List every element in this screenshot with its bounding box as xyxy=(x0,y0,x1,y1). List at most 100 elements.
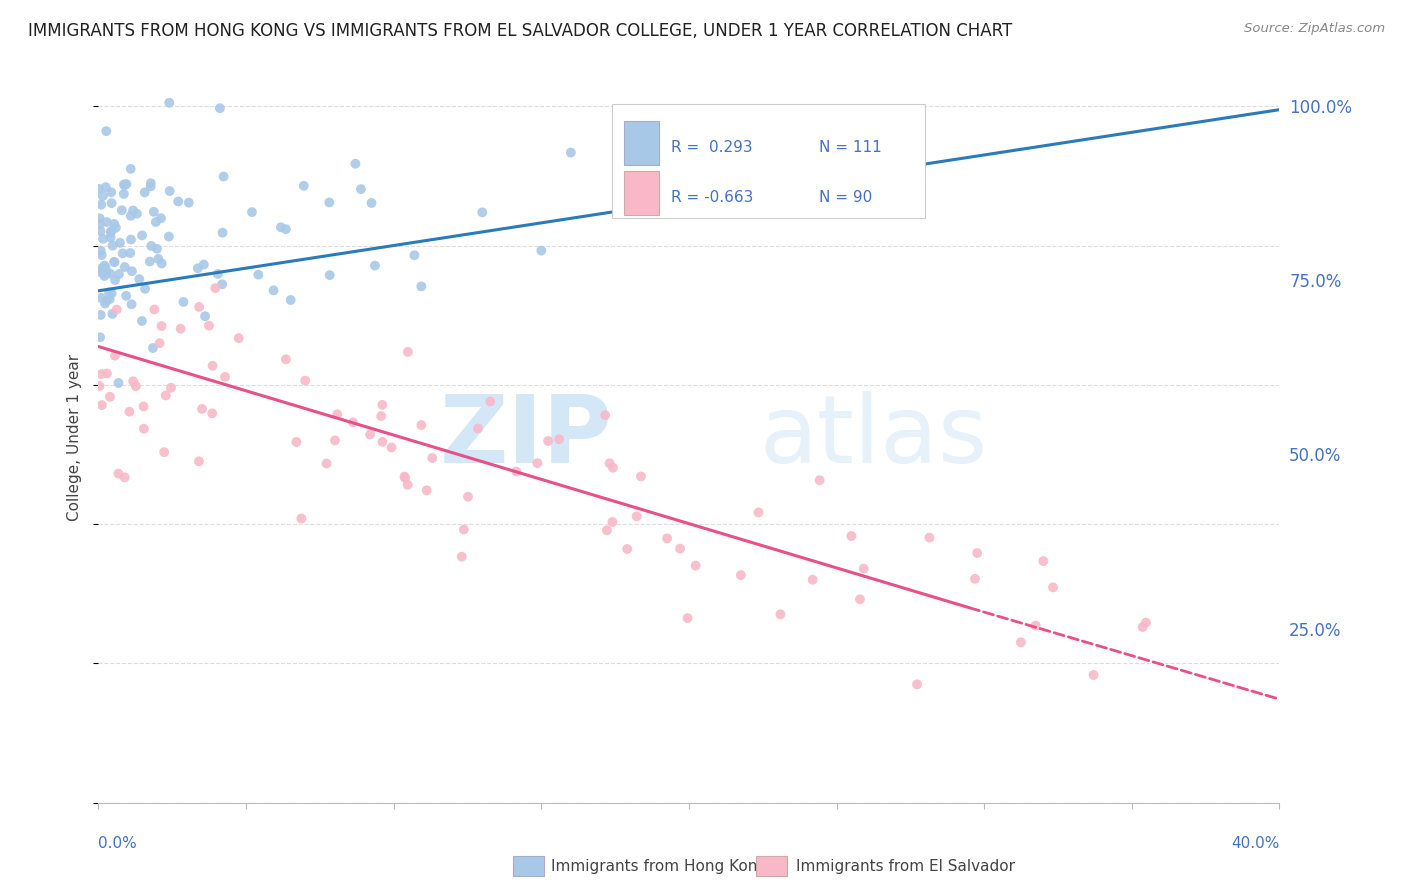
Point xyxy=(134,282,156,296)
Point xyxy=(240,205,263,219)
Point xyxy=(89,182,111,196)
Point xyxy=(852,561,875,575)
Point xyxy=(104,273,127,287)
Point xyxy=(211,277,233,292)
Point xyxy=(114,260,136,274)
Point xyxy=(396,345,419,359)
Point xyxy=(669,541,692,556)
Point xyxy=(111,203,134,218)
Point xyxy=(453,523,475,537)
Point xyxy=(141,239,163,253)
Point xyxy=(90,224,112,238)
Point xyxy=(120,209,142,223)
Point xyxy=(364,259,387,273)
FancyBboxPatch shape xyxy=(624,171,659,215)
Point xyxy=(450,549,472,564)
Point xyxy=(530,244,553,258)
Point xyxy=(849,592,872,607)
Point xyxy=(94,180,117,194)
Point xyxy=(526,456,548,470)
Point xyxy=(326,407,349,421)
Point xyxy=(89,379,111,393)
Point xyxy=(207,267,229,281)
Point xyxy=(139,176,162,190)
Point xyxy=(394,469,416,483)
Point xyxy=(150,256,173,270)
Point xyxy=(96,124,118,138)
Point xyxy=(104,349,127,363)
Point xyxy=(323,434,346,448)
Point xyxy=(103,255,125,269)
Point xyxy=(294,374,316,388)
FancyBboxPatch shape xyxy=(624,121,659,165)
Point xyxy=(479,394,502,409)
Point xyxy=(211,226,233,240)
Point xyxy=(159,184,181,198)
Point xyxy=(100,230,122,244)
Text: R = -0.663: R = -0.663 xyxy=(671,190,754,205)
Point xyxy=(177,195,200,210)
Point xyxy=(90,367,112,381)
Point xyxy=(204,281,226,295)
Point xyxy=(626,509,648,524)
Text: Source: ZipAtlas.com: Source: ZipAtlas.com xyxy=(1244,22,1385,36)
Point xyxy=(380,441,402,455)
Point xyxy=(318,268,340,282)
Point xyxy=(270,220,292,235)
Point xyxy=(101,238,124,252)
Point xyxy=(1042,580,1064,594)
Point xyxy=(263,284,285,298)
Point xyxy=(655,532,678,546)
Point xyxy=(247,268,270,282)
Point xyxy=(172,294,194,309)
Point xyxy=(370,409,392,423)
Point xyxy=(103,255,125,269)
Text: ZIP: ZIP xyxy=(439,391,612,483)
Point xyxy=(115,289,138,303)
Point xyxy=(214,370,236,384)
Point xyxy=(90,197,112,211)
Point xyxy=(122,374,145,388)
Point xyxy=(118,405,141,419)
Point xyxy=(359,427,381,442)
Point xyxy=(94,266,117,280)
Point xyxy=(905,677,928,691)
Point xyxy=(107,467,129,481)
Point xyxy=(360,196,382,211)
Point xyxy=(145,215,167,229)
Point xyxy=(841,529,863,543)
Text: 40.0%: 40.0% xyxy=(1232,836,1279,851)
Point xyxy=(187,454,209,468)
Point xyxy=(420,450,443,465)
Point xyxy=(808,473,831,487)
Point xyxy=(966,546,988,560)
Point xyxy=(93,266,115,280)
Point xyxy=(142,341,165,355)
Point xyxy=(616,541,638,556)
Point xyxy=(292,178,315,193)
Point xyxy=(619,184,641,198)
Point xyxy=(747,505,769,519)
Point xyxy=(114,470,136,484)
Point xyxy=(120,246,142,260)
Point xyxy=(94,266,117,280)
Point xyxy=(198,318,221,333)
Point xyxy=(274,352,297,367)
Point xyxy=(560,145,582,160)
Point xyxy=(963,572,986,586)
Point xyxy=(280,293,302,307)
Point xyxy=(98,285,121,300)
Point xyxy=(103,217,125,231)
Point xyxy=(89,211,111,226)
Point xyxy=(125,207,148,221)
Point xyxy=(134,186,156,200)
Point xyxy=(411,417,433,432)
Point xyxy=(139,254,162,268)
Point xyxy=(505,465,527,479)
Point xyxy=(191,401,214,416)
Point xyxy=(150,319,173,334)
Point xyxy=(112,186,135,201)
Point xyxy=(167,194,190,209)
Point xyxy=(157,229,180,244)
Point xyxy=(602,515,624,529)
